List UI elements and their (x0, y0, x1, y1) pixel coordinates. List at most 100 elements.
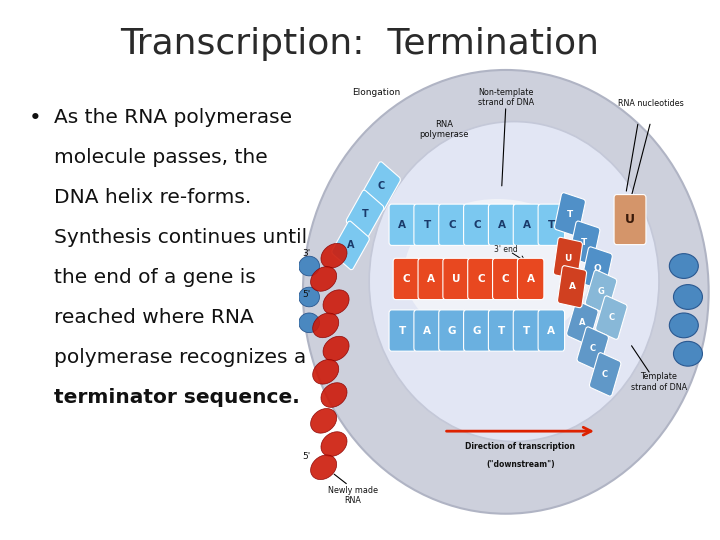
Text: T: T (498, 326, 505, 335)
Text: G: G (448, 326, 456, 335)
Text: RNA nucleotides: RNA nucleotides (618, 99, 683, 108)
Text: A: A (347, 240, 354, 251)
Text: T: T (548, 220, 555, 229)
Text: U: U (564, 254, 572, 263)
Text: polymerase recognizes a: polymerase recognizes a (54, 348, 306, 367)
FancyBboxPatch shape (492, 258, 519, 300)
Text: C: C (402, 274, 410, 284)
Text: Synthesis continues until: Synthesis continues until (54, 228, 307, 247)
Text: C: C (602, 370, 608, 379)
Text: T: T (581, 238, 588, 247)
Ellipse shape (299, 313, 320, 333)
Ellipse shape (673, 341, 703, 366)
FancyBboxPatch shape (513, 310, 540, 351)
Text: Newly made
RNA: Newly made RNA (328, 486, 377, 505)
FancyBboxPatch shape (418, 258, 444, 300)
Ellipse shape (312, 360, 338, 384)
Text: C: C (473, 220, 481, 229)
Ellipse shape (670, 313, 698, 338)
Text: RNA
polymerase: RNA polymerase (419, 120, 469, 139)
Text: Q: Q (593, 264, 600, 273)
Text: Template
strand of DNA: Template strand of DNA (631, 373, 687, 392)
Ellipse shape (323, 336, 349, 361)
Text: A: A (547, 326, 555, 335)
FancyBboxPatch shape (389, 310, 415, 351)
FancyBboxPatch shape (346, 190, 384, 239)
FancyBboxPatch shape (488, 204, 515, 245)
Ellipse shape (312, 313, 338, 338)
FancyBboxPatch shape (538, 204, 564, 245)
Text: 5': 5' (302, 290, 310, 299)
FancyBboxPatch shape (393, 258, 420, 300)
Text: reached where RNA: reached where RNA (54, 308, 253, 327)
Text: •: • (29, 108, 42, 128)
Ellipse shape (321, 383, 347, 407)
Ellipse shape (299, 287, 320, 307)
Text: terminator sequence.: terminator sequence. (54, 388, 300, 407)
FancyBboxPatch shape (468, 258, 494, 300)
Text: T: T (423, 220, 431, 229)
Text: 5': 5' (302, 453, 310, 462)
Text: Transcription:  Termination: Transcription: Termination (120, 27, 600, 61)
FancyBboxPatch shape (389, 204, 415, 245)
Text: A: A (523, 220, 531, 229)
Text: T: T (399, 326, 406, 335)
Text: T: T (567, 210, 573, 219)
FancyBboxPatch shape (538, 310, 564, 351)
Ellipse shape (369, 122, 659, 442)
Ellipse shape (310, 409, 337, 433)
Text: C: C (448, 220, 456, 229)
FancyBboxPatch shape (567, 301, 598, 345)
Text: molecule passes, the: molecule passes, the (54, 148, 268, 167)
FancyBboxPatch shape (595, 296, 627, 340)
Text: C: C (608, 313, 614, 322)
FancyBboxPatch shape (557, 266, 587, 308)
Text: C: C (378, 181, 385, 191)
Ellipse shape (321, 244, 347, 268)
Ellipse shape (323, 290, 349, 314)
FancyBboxPatch shape (332, 221, 369, 270)
FancyBboxPatch shape (438, 310, 465, 351)
Ellipse shape (321, 432, 347, 456)
Text: U: U (452, 274, 460, 284)
Ellipse shape (303, 70, 708, 514)
Text: A: A (579, 318, 585, 327)
Text: A: A (423, 326, 431, 335)
Text: 3' end: 3' end (494, 245, 518, 254)
Text: DNA helix re-forms.: DNA helix re-forms. (54, 188, 251, 207)
FancyBboxPatch shape (614, 194, 646, 245)
Text: A: A (498, 220, 505, 229)
Text: ("downstream"): ("downstream") (486, 460, 554, 469)
FancyBboxPatch shape (582, 247, 612, 291)
Text: Non-template
strand of DNA: Non-template strand of DNA (478, 88, 534, 107)
Ellipse shape (310, 455, 337, 480)
Text: U: U (625, 213, 635, 226)
Text: A: A (398, 220, 406, 229)
Text: C: C (477, 274, 485, 284)
FancyBboxPatch shape (438, 204, 465, 245)
Text: A: A (569, 282, 575, 291)
Text: C: C (502, 274, 510, 284)
FancyBboxPatch shape (488, 310, 515, 351)
FancyBboxPatch shape (569, 221, 600, 265)
Ellipse shape (673, 285, 703, 309)
FancyBboxPatch shape (414, 204, 441, 245)
Text: A: A (526, 274, 535, 284)
Text: Direction of transcription: Direction of transcription (465, 442, 575, 451)
FancyBboxPatch shape (414, 310, 441, 351)
Text: the end of a gene is: the end of a gene is (54, 268, 256, 287)
Ellipse shape (310, 267, 337, 291)
Text: G: G (598, 287, 605, 296)
FancyBboxPatch shape (443, 258, 469, 300)
Ellipse shape (299, 256, 320, 276)
Ellipse shape (405, 199, 590, 343)
FancyBboxPatch shape (577, 327, 608, 370)
Text: A: A (427, 274, 436, 284)
Text: C: C (590, 344, 596, 353)
FancyBboxPatch shape (590, 353, 621, 396)
Ellipse shape (670, 254, 698, 279)
FancyBboxPatch shape (464, 204, 490, 245)
Text: 3': 3' (302, 248, 310, 258)
FancyBboxPatch shape (554, 193, 585, 237)
FancyBboxPatch shape (554, 237, 582, 279)
